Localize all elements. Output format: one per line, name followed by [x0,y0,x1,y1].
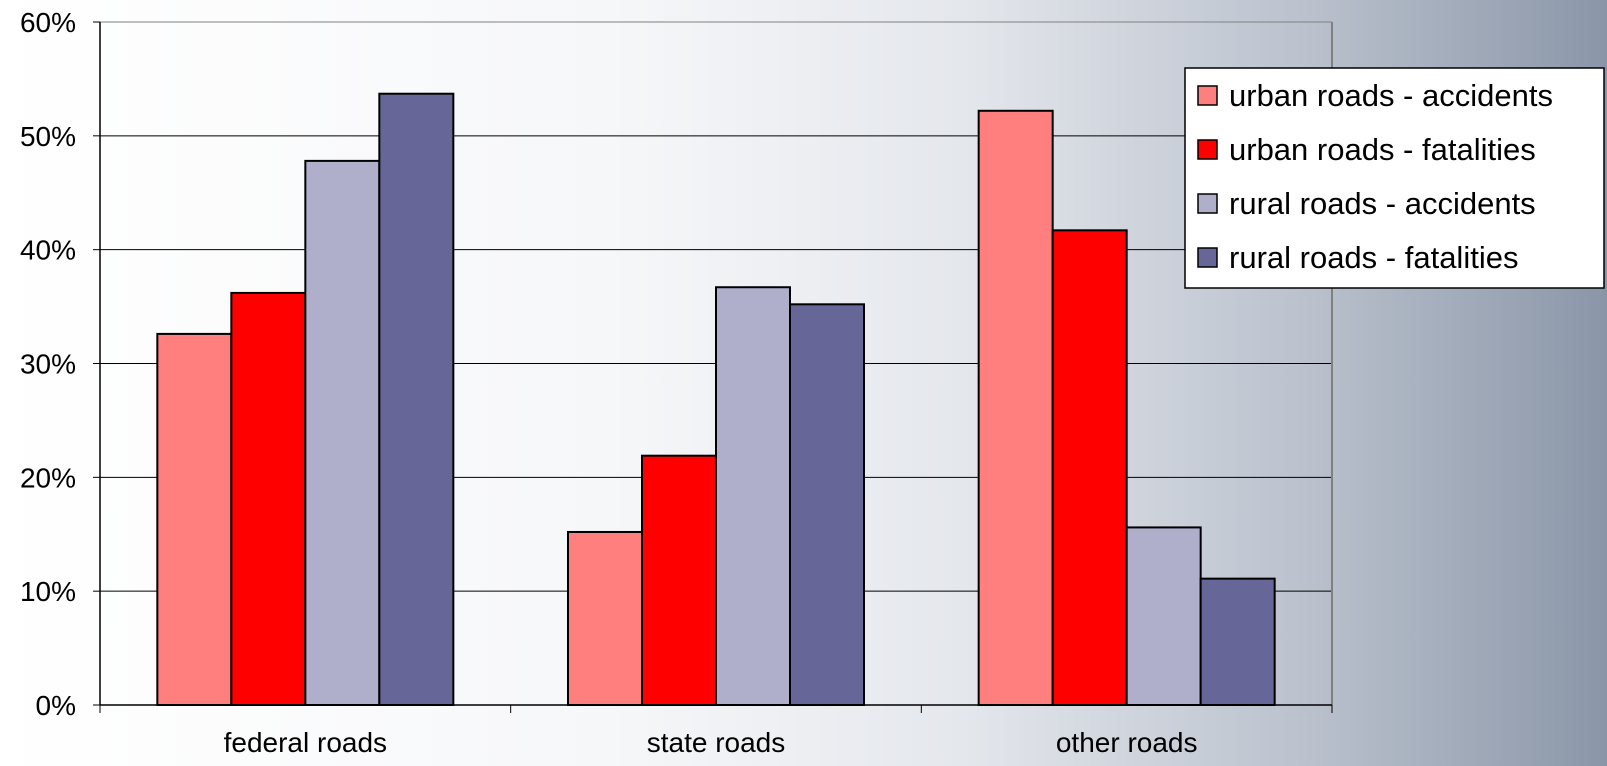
legend-swatch [1197,193,1218,214]
bars [156,92,1276,707]
legend-swatch [1197,139,1218,160]
y-tick-label: 40% [20,235,76,266]
x-tick-label: other roads [1056,727,1198,758]
x-tick-label: state roads [647,727,786,758]
y-tick-label: 60% [20,7,76,38]
y-tick-label: 30% [20,349,76,380]
x-tick-label: federal roads [224,727,387,758]
bar [156,332,233,706]
bar [1199,577,1276,707]
legend-label: urban roads - fatalities [1229,132,1536,167]
bar [789,303,865,706]
legend: urban roads - accidents urban roads - fat… [1184,67,1605,289]
bar [567,530,643,706]
legend-label: rural roads - fatalities [1229,240,1518,275]
bar [1125,526,1202,706]
bar [977,109,1054,707]
axes: 0% 10% 20% 30% 40% 50% 60% federal roads state r… [20,7,1333,758]
bar [715,286,791,706]
bar [304,159,381,707]
bar [641,454,717,706]
y-tick-label: 20% [20,462,76,493]
y-tick-label: 10% [20,576,76,607]
bar [378,92,455,706]
bar [230,291,307,706]
y-tick-label: 50% [20,121,76,152]
legend-swatch [1197,247,1218,268]
legend-swatch [1197,85,1218,106]
legend-label: urban roads - accidents [1229,78,1553,113]
legend-box [1184,67,1605,289]
y-tick-label: 0% [36,690,76,721]
bar [1051,229,1128,706]
legend-label: rural roads - accidents [1229,186,1536,221]
